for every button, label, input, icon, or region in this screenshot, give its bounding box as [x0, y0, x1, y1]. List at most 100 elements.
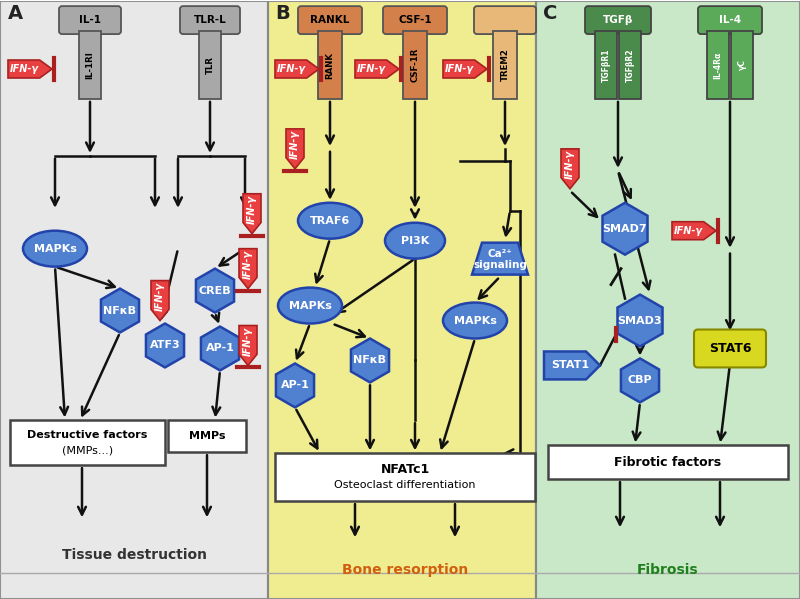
Text: (MMPs...): (MMPs...) — [62, 445, 113, 455]
Text: PI3K: PI3K — [401, 235, 429, 246]
Polygon shape — [243, 193, 261, 234]
Polygon shape — [101, 289, 139, 332]
Text: Bone resorption: Bone resorption — [342, 563, 468, 577]
Polygon shape — [472, 243, 528, 274]
Ellipse shape — [443, 302, 507, 338]
Text: TLR: TLR — [206, 56, 214, 74]
Bar — [199, 31, 221, 99]
Text: IL-4: IL-4 — [719, 15, 741, 25]
Bar — [275, 453, 535, 501]
Polygon shape — [351, 338, 389, 382]
Bar — [536, 1, 800, 599]
Text: IFN-γ: IFN-γ — [565, 150, 575, 179]
Ellipse shape — [385, 223, 445, 259]
Bar — [0, 1, 268, 599]
Text: RANK: RANK — [326, 52, 334, 78]
Text: IFN-γ: IFN-γ — [446, 64, 474, 74]
Text: B: B — [275, 4, 290, 23]
Polygon shape — [239, 249, 257, 289]
Bar — [268, 1, 536, 599]
Text: NFATc1: NFATc1 — [380, 463, 430, 476]
Text: SMAD3: SMAD3 — [618, 316, 662, 325]
Bar — [548, 445, 788, 479]
FancyBboxPatch shape — [474, 6, 536, 34]
Text: IFN-γ: IFN-γ — [243, 250, 253, 279]
Text: C: C — [543, 4, 558, 23]
Text: Ca²⁺: Ca²⁺ — [488, 249, 512, 259]
Bar — [79, 31, 101, 99]
Text: MAPKs: MAPKs — [289, 301, 331, 310]
Polygon shape — [275, 60, 319, 78]
Polygon shape — [276, 364, 314, 407]
Text: Fibrotic factors: Fibrotic factors — [614, 456, 722, 469]
Bar — [493, 31, 517, 99]
Ellipse shape — [298, 202, 362, 238]
Text: IFN-γ: IFN-γ — [247, 195, 257, 224]
Polygon shape — [621, 358, 659, 403]
Text: CSF-1: CSF-1 — [398, 15, 432, 25]
Text: TGFβR2: TGFβR2 — [626, 49, 634, 82]
Polygon shape — [146, 323, 184, 367]
Text: Tissue destruction: Tissue destruction — [62, 548, 206, 562]
Text: A: A — [8, 4, 23, 23]
Polygon shape — [239, 325, 257, 365]
Polygon shape — [672, 222, 716, 240]
Text: IFN-γ: IFN-γ — [155, 282, 165, 311]
Polygon shape — [544, 352, 600, 379]
Text: NFκB: NFκB — [354, 355, 386, 365]
Polygon shape — [443, 60, 487, 78]
Text: ATF3: ATF3 — [150, 340, 180, 350]
Polygon shape — [618, 295, 662, 346]
Text: IL-1RI: IL-1RI — [86, 51, 94, 79]
FancyBboxPatch shape — [298, 6, 362, 34]
Text: NFκB: NFκB — [103, 305, 137, 316]
Bar — [10, 420, 165, 465]
Polygon shape — [602, 202, 647, 255]
Bar — [403, 31, 427, 99]
FancyBboxPatch shape — [694, 329, 766, 367]
Text: STAT1: STAT1 — [551, 361, 589, 370]
Text: MAPKs: MAPKs — [34, 244, 77, 253]
Polygon shape — [201, 326, 239, 370]
FancyBboxPatch shape — [59, 6, 121, 34]
Text: AP-1: AP-1 — [206, 343, 234, 353]
Text: RANKL: RANKL — [310, 15, 350, 25]
Text: STAT6: STAT6 — [709, 342, 751, 355]
Text: IL-4Rα: IL-4Rα — [714, 52, 722, 78]
Text: Osteoclast differentiation: Osteoclast differentiation — [334, 480, 476, 490]
Text: AP-1: AP-1 — [281, 380, 310, 391]
Text: TRAF6: TRAF6 — [310, 216, 350, 226]
Bar — [318, 31, 342, 99]
Text: SMAD7: SMAD7 — [602, 223, 647, 234]
Text: IL-1: IL-1 — [79, 15, 101, 25]
FancyBboxPatch shape — [698, 6, 762, 34]
FancyBboxPatch shape — [180, 6, 240, 34]
Text: TLR-L: TLR-L — [194, 15, 226, 25]
Polygon shape — [561, 149, 579, 189]
Text: signaling: signaling — [473, 259, 527, 270]
Ellipse shape — [23, 231, 87, 267]
Text: IFN-γ: IFN-γ — [243, 327, 253, 356]
Text: MMPs: MMPs — [189, 431, 226, 441]
Bar — [168, 420, 246, 452]
Text: TREM2: TREM2 — [501, 49, 510, 81]
Text: Destructive factors: Destructive factors — [27, 430, 148, 440]
Text: IFN-γ: IFN-γ — [278, 64, 306, 74]
Text: IFN-γ: IFN-γ — [674, 226, 703, 235]
Text: CSF-1R: CSF-1R — [410, 48, 419, 82]
Text: Fibrosis: Fibrosis — [637, 563, 699, 577]
Bar — [595, 31, 617, 99]
Bar — [707, 31, 729, 99]
Polygon shape — [355, 60, 399, 78]
Polygon shape — [286, 129, 304, 169]
Polygon shape — [8, 60, 52, 78]
FancyBboxPatch shape — [383, 6, 447, 34]
Bar — [731, 31, 753, 99]
Bar — [619, 31, 641, 99]
Polygon shape — [196, 268, 234, 313]
Text: TGFβR1: TGFβR1 — [602, 49, 610, 82]
Text: γC: γC — [738, 59, 746, 71]
Text: IFN-γ: IFN-γ — [290, 131, 300, 159]
Text: IFN-γ: IFN-γ — [10, 64, 39, 74]
Polygon shape — [151, 280, 169, 320]
